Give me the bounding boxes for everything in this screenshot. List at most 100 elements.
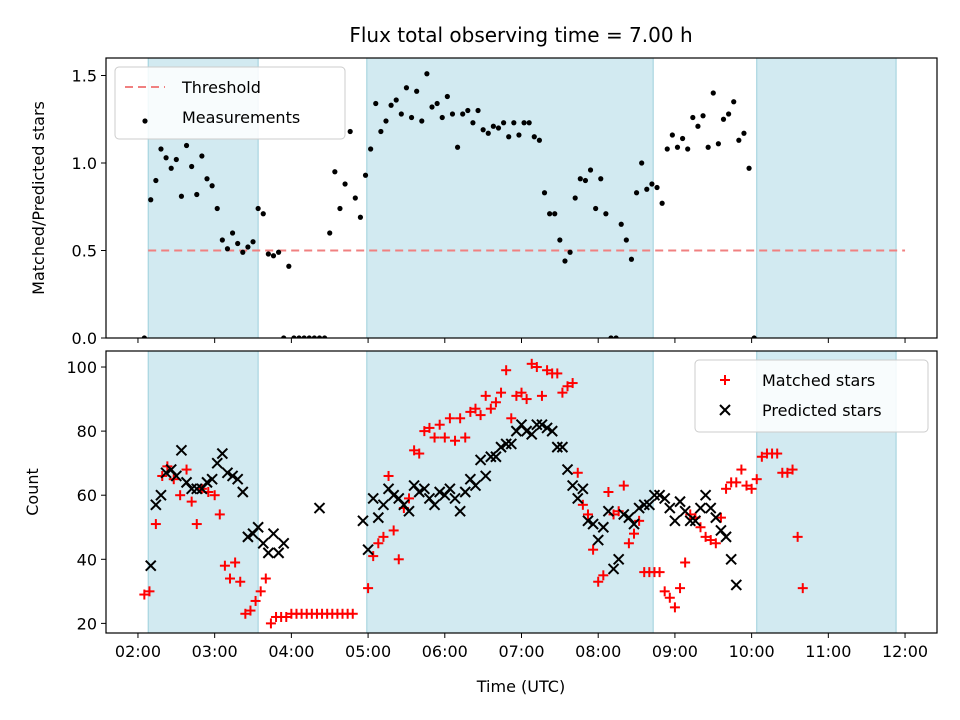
data-point [433, 486, 446, 498]
data-point [257, 537, 269, 549]
data-point [363, 583, 374, 594]
legend-box [114, 66, 346, 140]
data-point [469, 479, 482, 492]
data-point [454, 505, 466, 517]
data-point [685, 146, 691, 152]
data-point [710, 511, 722, 524]
data-point [572, 467, 583, 478]
data-point [429, 432, 440, 443]
data-point [479, 470, 492, 482]
data-point [378, 128, 384, 135]
data-point [470, 403, 481, 414]
data-point [639, 160, 645, 166]
data-point [521, 394, 532, 405]
data-point [720, 531, 732, 543]
data-point [313, 502, 326, 514]
x-tick-label: 07:00 [498, 642, 544, 661]
data-point [181, 464, 192, 475]
data-point [506, 413, 517, 424]
data-point [388, 102, 394, 108]
data-point [474, 454, 487, 466]
data-point [705, 535, 716, 546]
data-point [669, 515, 681, 527]
data-point [618, 508, 630, 521]
data-point [710, 538, 721, 549]
y-tick-label: 40 [77, 550, 97, 569]
data-point [577, 483, 589, 495]
data-point [552, 368, 563, 379]
data-point [602, 505, 615, 517]
data-point [221, 467, 234, 479]
data-point [460, 432, 471, 443]
legend-label: Matched stars [762, 371, 875, 390]
data-point [593, 576, 604, 587]
data-point [428, 499, 441, 511]
data-point [679, 135, 686, 142]
data-point [141, 335, 147, 338]
x-tick-label: 06:00 [422, 642, 468, 661]
data-point [623, 237, 629, 243]
data-point [373, 538, 384, 549]
data-point [475, 410, 486, 421]
data-point [531, 134, 537, 140]
data-point [705, 144, 711, 150]
data-point [419, 118, 425, 124]
data-point [582, 515, 594, 527]
data-point [608, 509, 619, 520]
data-point [455, 413, 466, 424]
data-point [582, 509, 593, 520]
data-point [736, 464, 747, 475]
data-point [505, 438, 517, 450]
data-point [526, 428, 538, 441]
data-point [150, 499, 162, 511]
data-point [587, 518, 599, 530]
data-point [526, 358, 537, 369]
data-point [204, 176, 210, 182]
x-tick-label: 02:00 [115, 642, 161, 661]
data-point [403, 85, 410, 91]
data-point [700, 113, 706, 119]
data-point [644, 186, 650, 192]
data-point [388, 525, 399, 536]
data-point [296, 335, 302, 338]
legend: Matched stars Predicted stars [694, 359, 929, 433]
data-point [521, 120, 527, 126]
data-point [398, 111, 404, 117]
data-point [566, 479, 579, 492]
y-axis-label: Count [23, 468, 42, 516]
data-point [424, 422, 435, 433]
data-point [393, 97, 399, 103]
legend-label: Threshold [181, 78, 261, 97]
y-tick-label: 20 [77, 614, 97, 633]
data-point [782, 467, 793, 478]
data-point [306, 335, 312, 338]
data-point [168, 165, 174, 171]
data-point [547, 211, 553, 217]
y-tick-label: 1.5 [72, 67, 97, 86]
data-point [567, 378, 578, 389]
data-point [175, 444, 188, 457]
data-point [144, 586, 155, 597]
data-point [209, 490, 220, 501]
data-point [684, 515, 696, 527]
data-point [414, 88, 420, 94]
data-point [628, 256, 635, 262]
data-point [526, 120, 532, 126]
data-point [373, 100, 379, 107]
data-point [654, 567, 665, 578]
data-point [582, 177, 589, 184]
data-point [224, 246, 231, 252]
x-tick-label: 05:00 [345, 642, 391, 661]
data-point [501, 365, 512, 376]
data-point [490, 397, 501, 408]
data-point [281, 611, 292, 622]
data-point [592, 534, 604, 546]
data-point [311, 335, 317, 338]
data-point [562, 258, 568, 264]
x-tick-label: 10:00 [729, 642, 775, 661]
data-point [546, 425, 558, 437]
data-point [270, 253, 277, 259]
data-point [501, 120, 507, 126]
data-point [260, 573, 271, 584]
data-point [439, 114, 445, 121]
